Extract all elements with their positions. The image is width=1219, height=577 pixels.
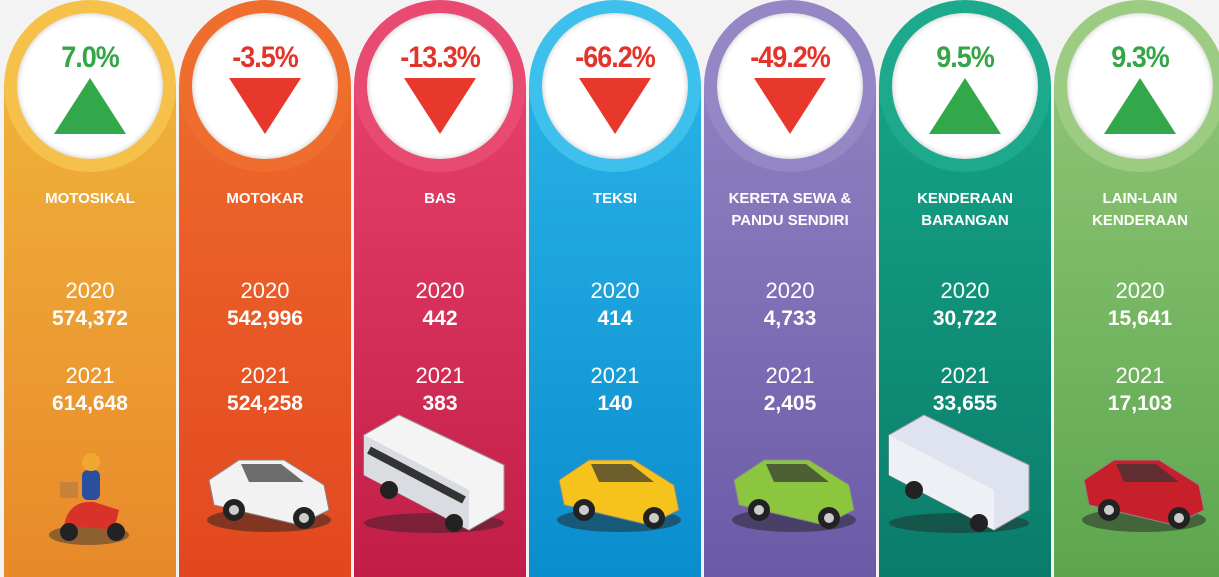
count: 542,996 [227,307,303,330]
change-percent: -49.2% [750,40,831,74]
column: 7.0% MOTOSIKAL 2020 574,372 2021 614,648 [4,0,176,577]
vehicle-icon [24,430,154,565]
vehicle-name: BAS [424,190,456,207]
year: 2021 [415,363,465,388]
vehicle-name: MOTOKAR [226,190,304,207]
column: -13.3% BAS 2020 442 2021 383 [354,0,526,577]
count: 383 [422,392,458,415]
column: -3.5% MOTOKAR 2020 542,996 2021 524,258 [179,0,351,577]
change-percent: 9.3% [1111,40,1170,74]
vehicle-name: KENDERAAN BARANGAN [917,190,1013,229]
count: 414 [597,307,633,330]
count: 2,405 [763,392,817,415]
vehicle-name: TEKSI [592,190,638,207]
count: 140 [597,392,633,415]
vehicle-name: LAIN-LAIN KENDERAAN [1092,190,1188,229]
trend-arrow [929,78,1001,139]
ring [529,0,701,172]
count: 4,733 [763,307,817,330]
year: 2020 [940,278,990,303]
count: 614,648 [52,392,128,415]
year: 2020 [240,278,290,303]
column: -49.2% KERETA SEWA & PANDU SENDIRI 2020 4,7… [704,0,876,577]
year: 2020 [590,278,640,303]
vehicle-icon [363,414,509,540]
column: 9.3% LAIN-LAIN KENDERAAN 2020 15,641 2021 17,… [1054,0,1219,577]
vehicle-icon [199,430,339,545]
trend-arrow [1104,78,1176,139]
year: 2020 [1115,278,1165,303]
trend-arrow [54,78,126,139]
change-percent: -13.3% [400,40,481,74]
year: 2021 [940,363,990,388]
vehicle-icon [888,414,1034,540]
year: 2021 [240,363,290,388]
vehicle-icon [724,430,864,545]
column: 9.5% KENDERAAN BARANGAN 2020 30,722 2021 33,6… [879,0,1051,577]
vehicle-name: KERETA SEWA & PANDU SENDIRI [728,190,852,229]
trend-arrow [754,78,826,139]
vehicle-icon [1074,430,1214,545]
count: 524,258 [227,392,303,415]
change-percent: -3.5% [232,40,299,74]
count: 574,372 [52,307,128,330]
change-percent: 7.0% [61,40,120,74]
change-percent: -66.2% [575,40,656,74]
year: 2021 [1115,363,1165,388]
trend-arrow [404,78,476,139]
year: 2021 [765,363,815,388]
year: 2020 [65,278,115,303]
count: 33,655 [932,392,998,415]
count: 442 [422,307,458,330]
year: 2021 [65,363,115,388]
year: 2020 [415,278,465,303]
count: 30,722 [932,307,998,330]
column: -66.2% TEKSI 2020 414 2021 140 [529,0,701,577]
vehicle-icon [549,430,689,545]
count: 17,103 [1107,392,1173,415]
change-percent: 9.5% [936,40,995,74]
trend-arrow [229,78,301,139]
count: 15,641 [1107,307,1173,330]
year: 2020 [765,278,815,303]
vehicle-name: MOTOSIKAL [45,190,135,207]
ring [704,0,876,172]
year: 2021 [590,363,640,388]
trend-arrow [579,78,651,139]
